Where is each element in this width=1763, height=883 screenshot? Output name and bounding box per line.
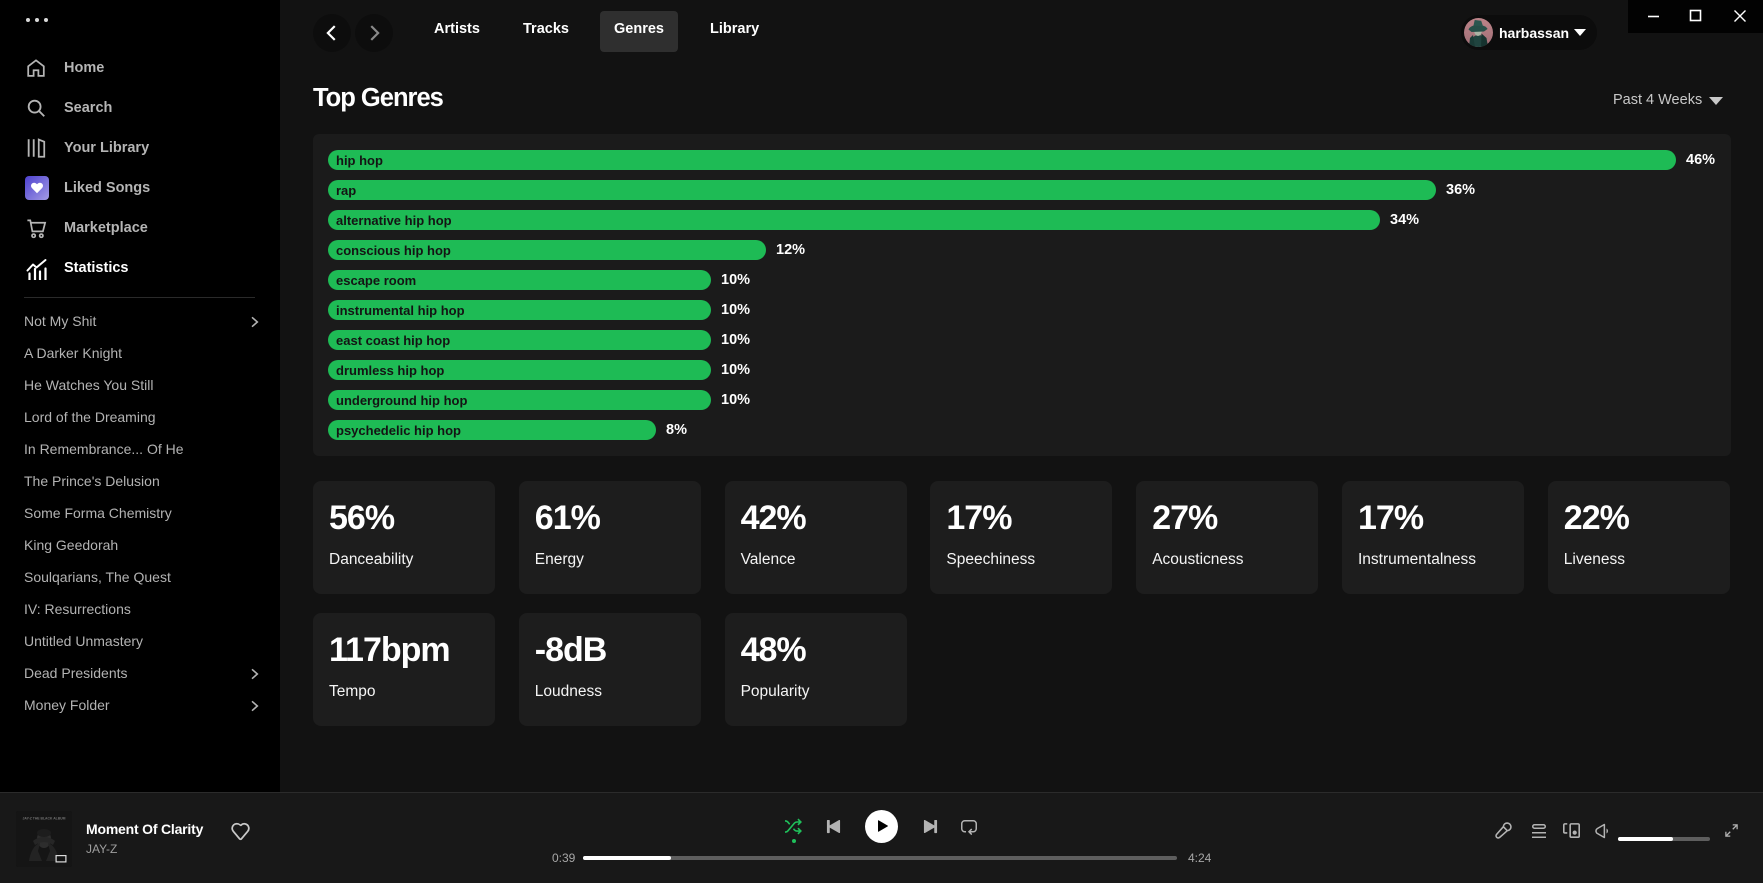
svg-text:JAY-Z THE BLACK ALBUM: JAY-Z THE BLACK ALBUM	[23, 817, 66, 821]
